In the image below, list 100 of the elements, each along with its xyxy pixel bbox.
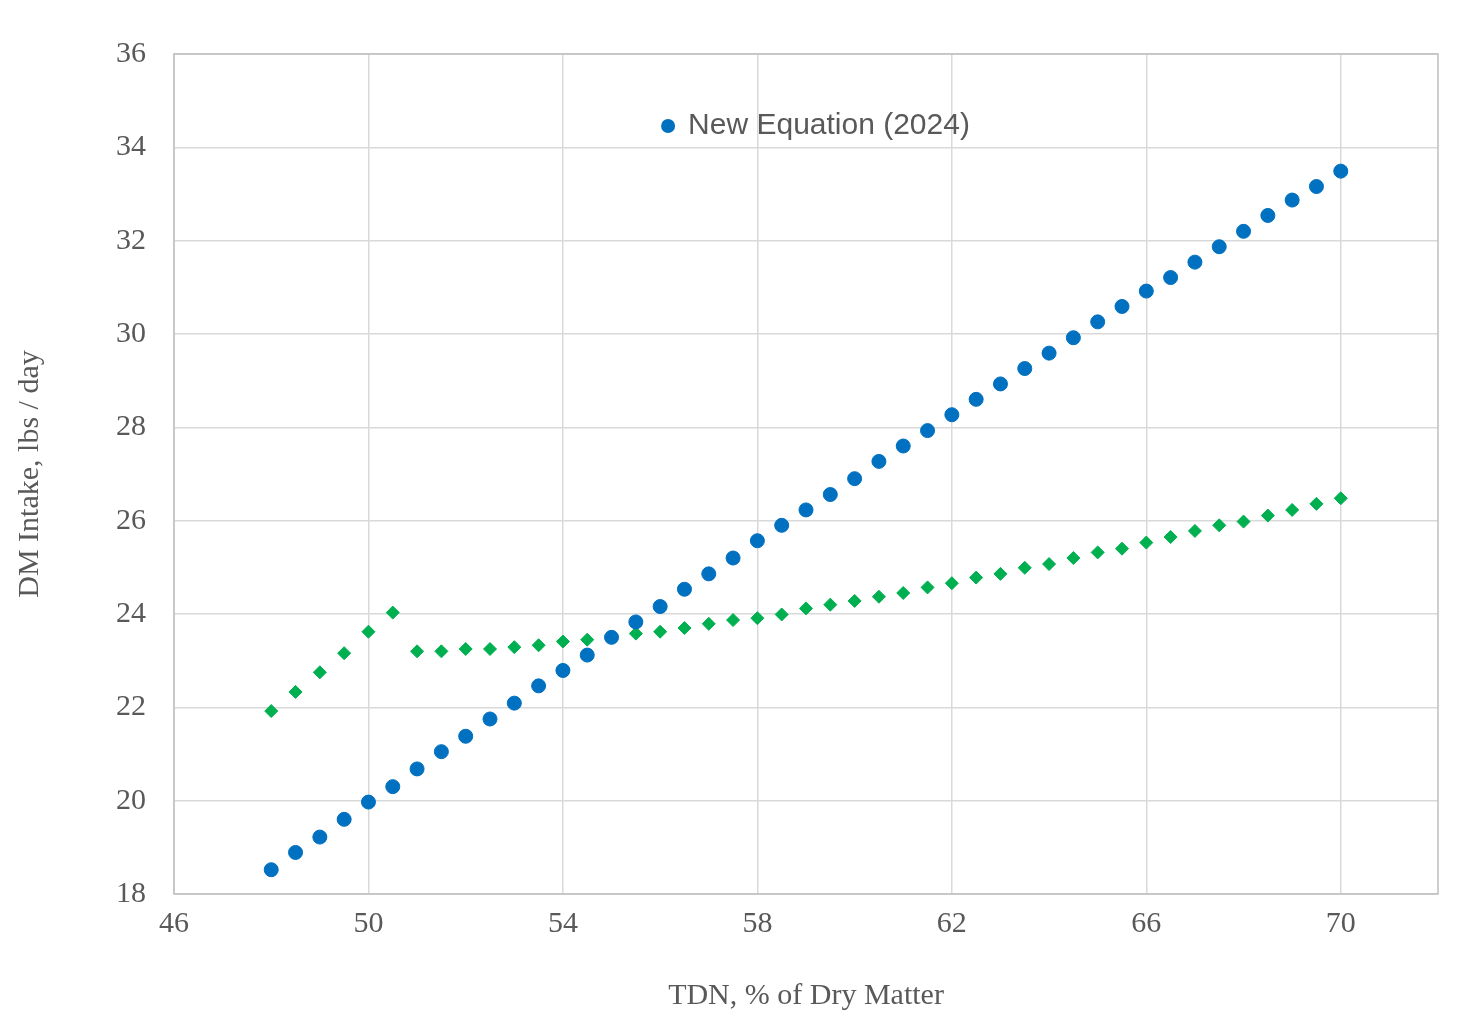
point [458, 642, 473, 656]
point [653, 624, 668, 639]
y-tick-label: 32 [116, 221, 146, 255]
point [1260, 207, 1276, 223]
point [628, 626, 643, 641]
point [361, 624, 376, 639]
point [774, 607, 789, 622]
x-tick-label: 46 [159, 904, 189, 938]
point [1187, 254, 1203, 270]
point [1042, 557, 1057, 572]
point [434, 644, 449, 659]
point [823, 597, 838, 612]
point [336, 811, 352, 827]
point [726, 613, 741, 628]
point [1212, 518, 1227, 533]
point [993, 566, 1008, 581]
point [1041, 345, 1057, 361]
point [337, 646, 352, 661]
x-tick-label: 62 [936, 904, 967, 938]
point [1284, 192, 1300, 208]
point [1066, 551, 1081, 565]
point [847, 471, 863, 487]
point [385, 779, 401, 795]
point [1139, 535, 1154, 550]
point [579, 647, 595, 663]
point [652, 599, 668, 615]
y-axis-title: DM Intake, lbs / day [10, 350, 44, 598]
point [531, 678, 547, 694]
point [1163, 530, 1178, 544]
point [555, 634, 570, 649]
point [774, 517, 790, 533]
point [677, 621, 692, 635]
point [312, 829, 328, 845]
point [1090, 545, 1105, 560]
point [1187, 523, 1202, 538]
y-tick-label: 34 [116, 128, 146, 162]
point [1285, 502, 1300, 517]
point [992, 376, 1008, 392]
point [409, 761, 425, 777]
x-tick-label: 70 [1325, 904, 1356, 938]
point [920, 423, 936, 439]
point [701, 566, 717, 582]
point [944, 576, 959, 591]
point [749, 533, 765, 549]
point [1115, 541, 1129, 556]
y-tick-label: 36 [116, 34, 146, 68]
point [1090, 314, 1106, 330]
point [676, 581, 692, 597]
point [482, 711, 498, 727]
point [410, 644, 425, 659]
point [507, 640, 522, 655]
point [847, 593, 862, 608]
point [312, 665, 327, 680]
point [1333, 491, 1348, 506]
point [483, 642, 497, 656]
x-tick-label: 54 [547, 904, 578, 938]
point [1065, 330, 1081, 346]
point [433, 744, 449, 760]
point [896, 586, 911, 600]
x-tick-label: 50 [353, 904, 384, 938]
point [628, 614, 644, 630]
point [385, 605, 400, 620]
point [506, 695, 522, 711]
point [750, 611, 765, 626]
y-tick-label: 30 [116, 314, 146, 348]
y-tick-label: 22 [116, 688, 146, 722]
point [360, 794, 376, 810]
point [288, 844, 304, 860]
point [1017, 560, 1032, 575]
y-tick-label: 26 [116, 501, 146, 535]
y-tick-label: 28 [116, 408, 146, 442]
point [604, 629, 620, 645]
y-tick-label: 24 [116, 594, 146, 628]
point [968, 391, 984, 407]
x-tick-label: 66 [1131, 904, 1162, 938]
x-tick-label: 58 [742, 904, 773, 938]
point [531, 638, 546, 653]
point [1138, 283, 1154, 299]
point [920, 580, 935, 595]
point [1236, 223, 1252, 239]
point [1308, 179, 1324, 195]
point [263, 862, 279, 878]
point [701, 616, 716, 631]
point [1236, 514, 1251, 529]
point [944, 407, 960, 423]
point [799, 601, 813, 616]
point [895, 438, 911, 454]
point [1333, 163, 1349, 179]
point [1163, 270, 1179, 286]
x-axis-title: TDN, % of Dry Matter [668, 976, 944, 1010]
point [1114, 298, 1130, 314]
y-tick-label: 20 [116, 781, 146, 815]
point [458, 728, 474, 744]
point [264, 704, 279, 719]
point [1260, 508, 1275, 523]
point [1211, 239, 1227, 255]
point [288, 684, 303, 699]
point [871, 589, 886, 604]
y-tick-label: 18 [116, 874, 146, 908]
point [555, 662, 571, 678]
